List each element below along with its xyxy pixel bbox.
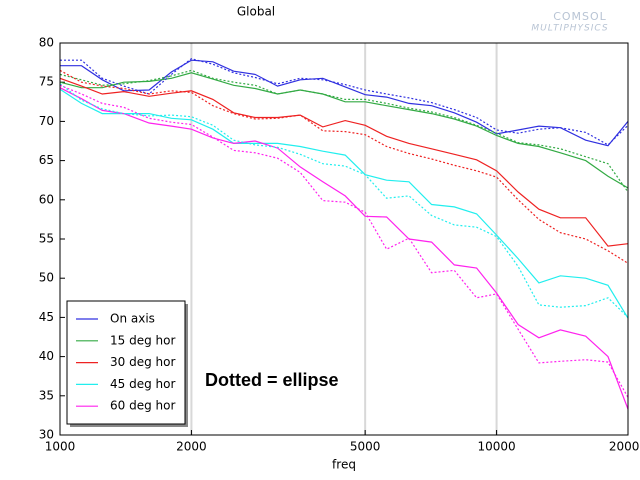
plot-frame [59,42,629,436]
legend-label: On axis [110,312,155,326]
x-tick-label: 10000 [477,440,515,454]
legend-label: 45 deg hor [110,377,175,391]
line [60,59,629,147]
x-axis-label: freq [332,458,356,472]
y-tick-label: 50 [39,271,54,285]
dotted-line [59,84,629,398]
legend-label: 60 deg hor [110,399,175,413]
dotted-line [59,69,629,264]
x-tick-label: 2000 [176,440,207,454]
chart-title: Global [237,5,275,19]
x-tick-label: 5000 [350,440,381,454]
y-tick-label: 40 [39,349,54,363]
x-tick-label: 1000 [45,440,76,454]
y-tick-label: 80 [39,36,54,50]
y-tick-label: 35 [39,388,54,402]
legend-label: 30 deg hor [110,355,175,369]
y-tick-label: 60 [39,192,54,206]
annotation: Dotted = ellipse [205,370,339,390]
logo: MULTIPHYSICS [531,24,608,34]
dotted-line [59,83,629,318]
x-tick-label: 20000 [609,440,640,454]
legend: On axis 15 deg hor 30 deg hor 45 deg hor 60 … [66,300,188,427]
y-tick-label: 70 [39,114,54,128]
y-tick-label: 65 [39,153,54,167]
y-tick-label: 30 [39,428,54,442]
legend-label: 15 deg hor [110,333,175,347]
logo: COMSOL [553,10,607,23]
line [59,77,629,247]
dotted-line [60,58,629,146]
dotted-line [59,69,629,193]
line [59,72,629,189]
y-tick-label: 45 [39,310,54,324]
y-tick-label: 75 [39,75,54,89]
y-tick-label: 55 [39,232,54,246]
line [59,87,629,410]
